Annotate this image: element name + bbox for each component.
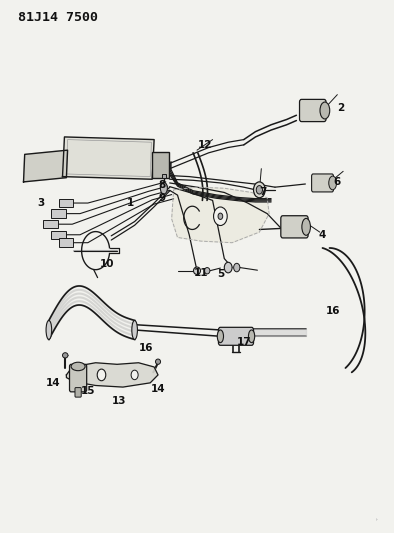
Text: 4: 4	[318, 230, 325, 240]
Text: 6: 6	[334, 177, 341, 187]
Ellipse shape	[71, 362, 85, 370]
Ellipse shape	[249, 330, 255, 343]
FancyBboxPatch shape	[299, 99, 326, 122]
Ellipse shape	[302, 219, 310, 235]
Text: 9: 9	[158, 193, 165, 203]
Ellipse shape	[156, 359, 160, 365]
Text: 10: 10	[100, 259, 115, 269]
Ellipse shape	[234, 263, 240, 272]
Polygon shape	[172, 187, 269, 243]
Polygon shape	[24, 150, 68, 182]
Ellipse shape	[204, 268, 210, 274]
Text: 3: 3	[37, 198, 45, 208]
Text: 12: 12	[197, 140, 212, 150]
Bar	[43, 220, 58, 229]
Polygon shape	[67, 363, 158, 387]
Ellipse shape	[256, 185, 262, 194]
Ellipse shape	[253, 182, 265, 198]
Text: 15: 15	[81, 386, 95, 396]
Ellipse shape	[131, 370, 138, 379]
Ellipse shape	[193, 267, 201, 274]
Ellipse shape	[224, 262, 232, 273]
Text: 14: 14	[45, 378, 60, 388]
Text: 5: 5	[217, 270, 224, 279]
Ellipse shape	[132, 320, 138, 340]
Bar	[51, 231, 66, 239]
Bar	[59, 199, 73, 207]
Text: 16: 16	[139, 343, 154, 353]
Ellipse shape	[97, 369, 106, 381]
Ellipse shape	[320, 102, 330, 119]
Text: 2: 2	[338, 103, 345, 113]
FancyBboxPatch shape	[69, 365, 87, 392]
Ellipse shape	[46, 320, 52, 340]
FancyBboxPatch shape	[218, 327, 253, 345]
Bar	[51, 209, 66, 218]
Text: 14: 14	[151, 384, 165, 394]
Ellipse shape	[218, 213, 223, 220]
Text: 1: 1	[127, 198, 134, 208]
Text: 16: 16	[326, 306, 341, 317]
Bar	[59, 238, 73, 247]
Text: 13: 13	[112, 397, 126, 406]
Text: 11: 11	[193, 269, 208, 278]
FancyBboxPatch shape	[312, 174, 333, 192]
Text: 81J14 7500: 81J14 7500	[18, 11, 98, 23]
Polygon shape	[63, 137, 154, 179]
Ellipse shape	[329, 176, 336, 190]
FancyBboxPatch shape	[75, 387, 81, 397]
Bar	[152, 152, 169, 177]
Ellipse shape	[63, 353, 68, 358]
Ellipse shape	[160, 182, 167, 194]
Text: 8: 8	[158, 180, 165, 190]
FancyBboxPatch shape	[281, 216, 308, 238]
Ellipse shape	[214, 207, 227, 225]
Text: 17: 17	[236, 337, 251, 346]
Ellipse shape	[217, 330, 223, 343]
Text: 7: 7	[260, 188, 267, 197]
